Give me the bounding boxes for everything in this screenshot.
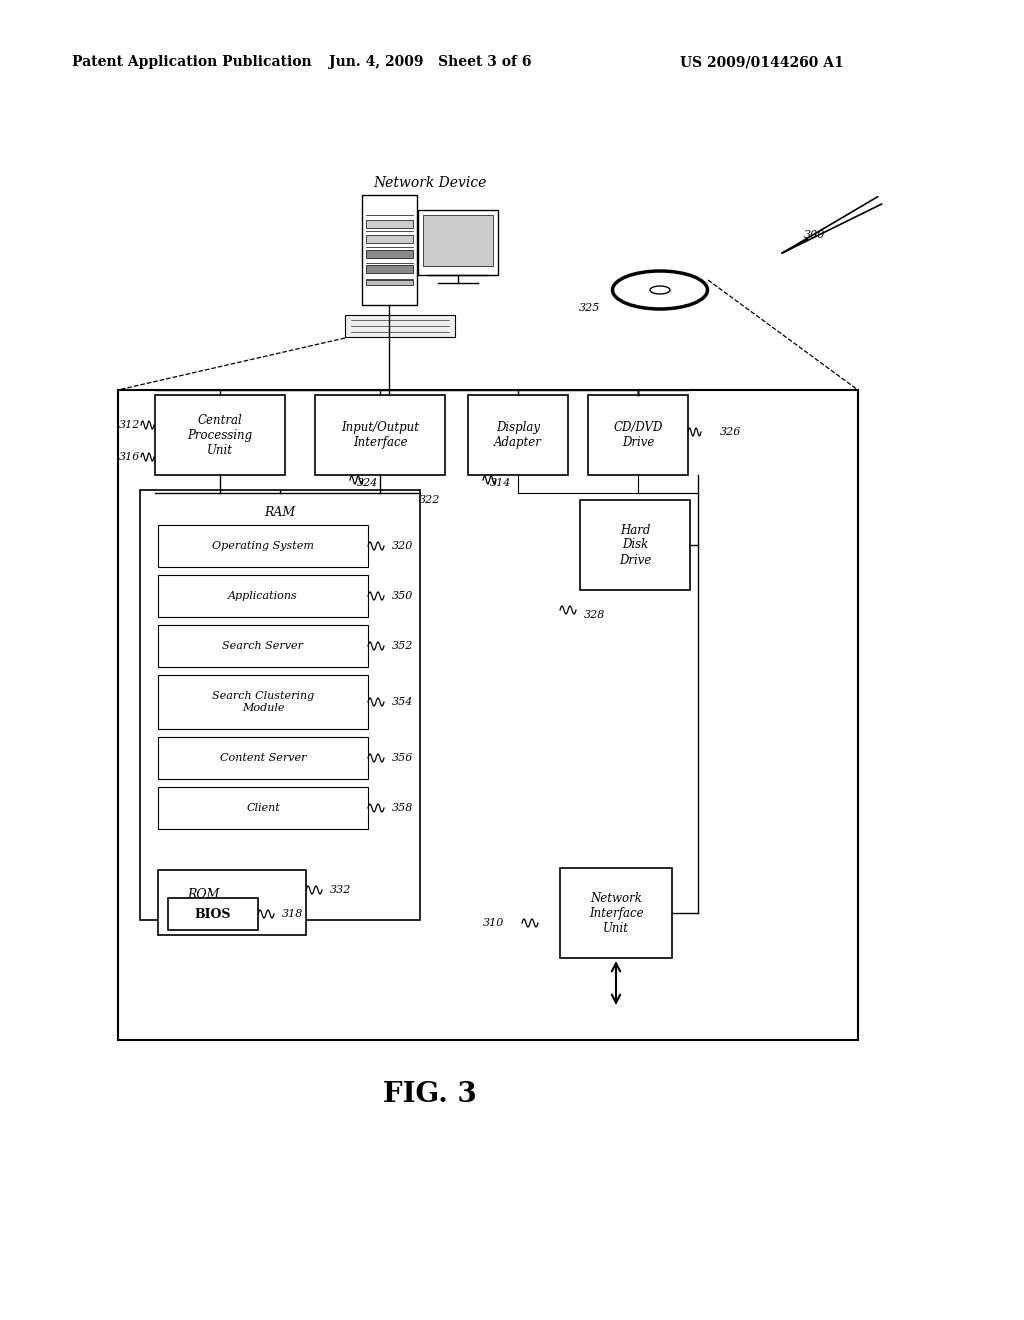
Text: 324: 324 bbox=[357, 478, 379, 488]
Text: Hard
Disk
Drive: Hard Disk Drive bbox=[618, 524, 651, 566]
Text: Client: Client bbox=[246, 803, 280, 813]
Text: Applications: Applications bbox=[228, 591, 298, 601]
Ellipse shape bbox=[612, 271, 708, 309]
Text: 320: 320 bbox=[392, 541, 414, 550]
Bar bbox=[140, 490, 420, 920]
Bar bbox=[158, 525, 368, 568]
Bar bbox=[588, 395, 688, 475]
Text: 354: 354 bbox=[392, 697, 414, 708]
Bar bbox=[158, 576, 368, 616]
Text: BIOS: BIOS bbox=[195, 908, 231, 920]
Bar bbox=[158, 870, 306, 935]
Text: 310: 310 bbox=[482, 917, 504, 928]
Bar bbox=[366, 220, 413, 228]
Text: Central
Processing
Unit: Central Processing Unit bbox=[187, 413, 253, 457]
Text: 328: 328 bbox=[585, 610, 605, 620]
Bar bbox=[366, 265, 413, 273]
Bar bbox=[168, 898, 258, 931]
Text: ROM: ROM bbox=[186, 888, 219, 902]
Text: Jun. 4, 2009   Sheet 3 of 6: Jun. 4, 2009 Sheet 3 of 6 bbox=[329, 55, 531, 69]
Text: 300: 300 bbox=[804, 230, 825, 240]
Bar bbox=[158, 737, 368, 779]
Text: 322: 322 bbox=[419, 495, 440, 506]
Text: 350: 350 bbox=[392, 591, 414, 601]
Bar bbox=[423, 215, 493, 267]
Bar bbox=[366, 280, 413, 285]
Bar bbox=[155, 395, 285, 475]
Text: 325: 325 bbox=[580, 304, 601, 313]
Text: 352: 352 bbox=[392, 642, 414, 651]
Text: 312: 312 bbox=[119, 420, 140, 430]
Text: 316: 316 bbox=[119, 451, 140, 462]
Text: Content Server: Content Server bbox=[220, 752, 306, 763]
Text: Network
Interface
Unit: Network Interface Unit bbox=[589, 891, 643, 935]
Text: 318: 318 bbox=[283, 909, 304, 919]
Text: 326: 326 bbox=[720, 426, 741, 437]
Text: FIG. 3: FIG. 3 bbox=[383, 1081, 477, 1109]
Bar bbox=[560, 869, 672, 958]
Text: CD/DVD
Drive: CD/DVD Drive bbox=[613, 421, 663, 449]
Text: Search Clustering
Module: Search Clustering Module bbox=[212, 692, 314, 713]
Ellipse shape bbox=[650, 286, 670, 294]
Bar bbox=[345, 315, 455, 337]
Bar bbox=[158, 675, 368, 729]
Text: RAM: RAM bbox=[264, 506, 296, 519]
Text: Input/Output
Interface: Input/Output Interface bbox=[341, 421, 419, 449]
Text: Patent Application Publication: Patent Application Publication bbox=[72, 55, 311, 69]
Text: 356: 356 bbox=[392, 752, 414, 763]
Bar bbox=[468, 395, 568, 475]
Text: 332: 332 bbox=[331, 884, 351, 895]
Bar bbox=[158, 624, 368, 667]
Text: 358: 358 bbox=[392, 803, 414, 813]
Bar bbox=[158, 787, 368, 829]
Text: Display
Adapter: Display Adapter bbox=[494, 421, 542, 449]
Bar bbox=[580, 500, 690, 590]
Bar bbox=[118, 389, 858, 1040]
Bar bbox=[315, 395, 445, 475]
Text: Operating System: Operating System bbox=[212, 541, 314, 550]
Bar bbox=[418, 210, 498, 275]
Text: 314: 314 bbox=[490, 478, 511, 488]
Bar bbox=[366, 249, 413, 257]
Bar bbox=[366, 235, 413, 243]
Text: US 2009/0144260 A1: US 2009/0144260 A1 bbox=[680, 55, 844, 69]
Text: Network Device: Network Device bbox=[374, 176, 486, 190]
Text: Search Server: Search Server bbox=[222, 642, 303, 651]
Bar bbox=[362, 195, 417, 305]
